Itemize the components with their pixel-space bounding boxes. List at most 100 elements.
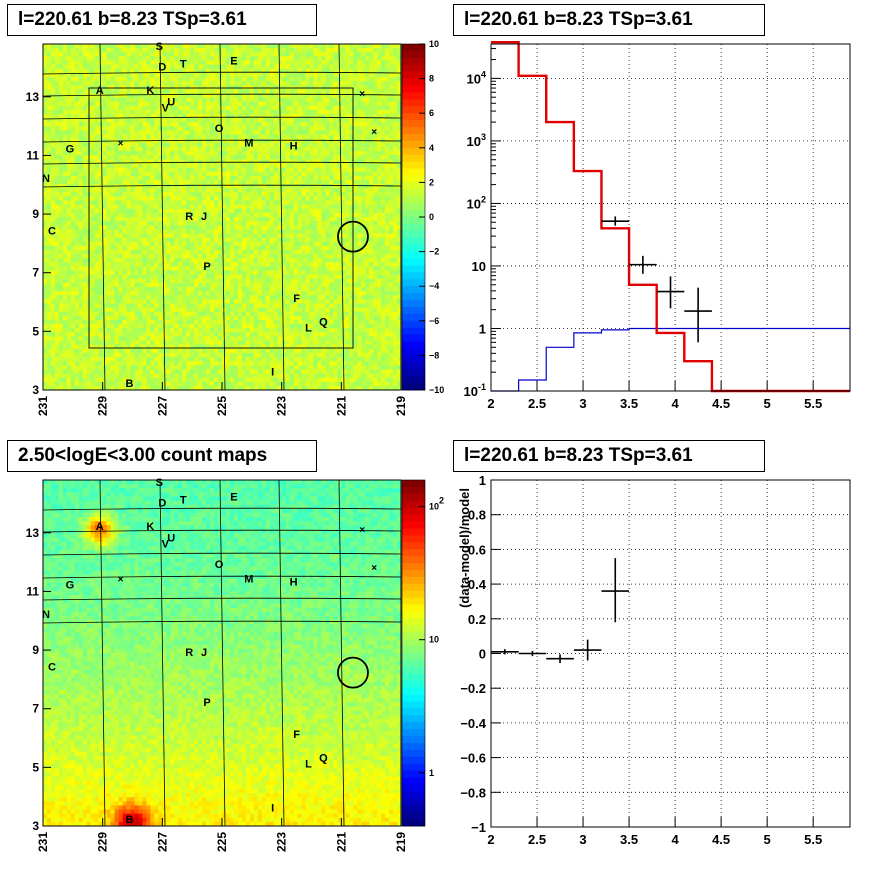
heatmap-cell xyxy=(178,332,183,337)
heatmap-cell xyxy=(46,344,52,350)
heatmap-cell xyxy=(245,151,251,156)
heatmap-cell xyxy=(138,340,143,346)
heatmap-cell xyxy=(225,93,231,98)
heatmap-cell xyxy=(78,332,84,337)
heatmap-cell xyxy=(114,72,119,78)
heatmap-cell xyxy=(190,217,195,222)
heatmap-cell xyxy=(273,344,279,350)
heatmap-cell xyxy=(245,319,251,325)
heatmap-cell xyxy=(62,270,68,276)
heatmap-cell xyxy=(106,44,112,49)
heatmap-cell xyxy=(98,229,104,234)
heatmap-cell xyxy=(43,217,48,222)
heatmap-cell xyxy=(43,348,48,354)
heatmap-cell xyxy=(78,237,84,243)
heatmap-cell xyxy=(150,196,155,201)
heatmap-cell xyxy=(43,373,48,379)
heatmap-cell xyxy=(265,159,271,164)
heatmap-cell xyxy=(54,217,60,222)
heatmap-cell xyxy=(78,303,84,309)
heatmap-cell xyxy=(269,385,275,391)
heatmap-cell xyxy=(102,324,108,329)
heatmap-cell xyxy=(122,385,127,391)
heatmap-cell xyxy=(245,225,251,230)
heatmap-cell xyxy=(62,146,68,152)
heatmap-cell xyxy=(106,122,112,127)
heatmap-cell xyxy=(273,196,279,201)
heatmap-cell xyxy=(253,361,259,366)
heatmap-cell xyxy=(178,270,183,276)
heatmap-cell xyxy=(222,245,227,251)
heatmap-cell xyxy=(138,134,143,140)
heatmap-cell xyxy=(186,241,191,247)
heatmap-cell xyxy=(241,295,247,300)
heatmap-cell xyxy=(70,204,76,210)
heatmap-cell xyxy=(233,295,239,300)
heatmap-cell xyxy=(210,385,215,391)
heatmap-cell xyxy=(46,44,52,49)
heatmap-cell xyxy=(134,229,139,234)
heatmap-cell xyxy=(229,377,235,383)
heatmap-cell xyxy=(66,278,72,284)
heatmap-cell xyxy=(90,101,96,107)
heatmap-cell xyxy=(166,266,171,271)
heatmap-cell xyxy=(102,151,108,156)
heatmap-cell xyxy=(257,155,263,160)
heatmap-cell xyxy=(210,167,215,173)
heatmap-cell xyxy=(198,118,203,123)
heatmap-cell xyxy=(130,93,135,98)
heatmap-cell xyxy=(229,109,235,115)
heatmap-cell xyxy=(43,179,48,185)
heatmap-cell xyxy=(118,81,123,86)
heatmap-cell xyxy=(146,369,151,374)
heatmap-cell xyxy=(233,287,239,292)
heatmap-cell xyxy=(58,155,64,160)
heatmap-cell xyxy=(190,204,195,210)
heatmap-cell xyxy=(150,299,155,304)
heatmap-cell xyxy=(126,151,131,156)
heatmap-cell xyxy=(269,229,275,234)
heatmap-cell xyxy=(62,163,68,168)
heatmap-cell xyxy=(166,122,171,127)
heatmap-cell xyxy=(174,365,179,370)
heatmap-cell xyxy=(162,324,167,329)
heatmap-cell xyxy=(190,155,195,160)
heatmap-cell xyxy=(257,179,263,185)
heatmap-cell xyxy=(130,225,135,230)
heatmap-cell xyxy=(126,319,131,325)
heatmap-cell xyxy=(98,192,104,197)
heatmap-cell xyxy=(182,97,187,103)
heatmap-cell xyxy=(198,159,203,164)
heatmap-cell xyxy=(90,348,96,354)
heatmap-cell xyxy=(126,175,131,181)
heatmap-cell xyxy=(170,217,175,222)
heatmap-cell xyxy=(54,278,60,284)
heatmap-cell xyxy=(214,118,219,123)
heatmap-cell xyxy=(237,155,243,160)
heatmap-cell xyxy=(90,278,96,284)
heatmap-cell xyxy=(182,72,187,78)
heatmap-cell xyxy=(74,229,80,234)
heatmap-cell xyxy=(202,188,207,193)
heatmap-cell xyxy=(253,385,259,391)
heatmap-cell xyxy=(222,237,227,243)
heatmap-cell xyxy=(257,68,263,74)
heatmap-cell xyxy=(43,369,48,374)
heatmap-cell xyxy=(62,72,68,78)
heatmap-cell xyxy=(78,212,84,218)
heatmap-cell xyxy=(122,72,127,78)
heatmap-cell xyxy=(214,328,219,333)
heatmap-cell xyxy=(58,381,64,387)
heatmap-cell xyxy=(90,204,96,210)
heatmap-cell xyxy=(66,348,72,354)
heatmap-cell xyxy=(118,155,123,160)
heatmap-cell xyxy=(46,229,52,234)
heatmap-cell xyxy=(74,89,80,94)
heatmap-cell xyxy=(130,262,135,267)
heatmap-cell xyxy=(241,377,247,383)
heatmap-cell xyxy=(214,101,219,107)
heatmap-cell xyxy=(54,44,60,49)
heatmap-cell xyxy=(98,319,104,325)
heatmap-cell xyxy=(134,122,139,127)
heatmap-cell xyxy=(106,295,112,300)
